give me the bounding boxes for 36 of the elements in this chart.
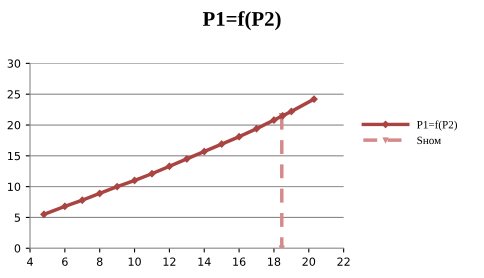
- y-tick-label: 0: [14, 244, 20, 253]
- x-tick-label: 6: [62, 257, 68, 266]
- y-tick-label: 10: [8, 182, 20, 192]
- point: [78, 196, 86, 204]
- x-tick-label: 10: [128, 257, 141, 266]
- x-tick-label: 20: [302, 257, 316, 266]
- point: [130, 176, 138, 184]
- y-tick-label: 5: [14, 214, 20, 222]
- point: [288, 108, 296, 116]
- point: [61, 202, 68, 210]
- point: [310, 95, 318, 103]
- point: [183, 155, 190, 163]
- y-tick-label: 30: [8, 59, 20, 68]
- point: [166, 162, 174, 170]
- y-tick-label: 20: [8, 120, 20, 130]
- point: [218, 140, 226, 148]
- chart-title: P1=f(P2): [202, 11, 281, 30]
- point: [270, 116, 278, 124]
- point: [96, 190, 104, 198]
- point: [148, 170, 156, 178]
- x-tick-label: 12: [164, 257, 176, 266]
- y-tick-label: 15: [8, 152, 20, 160]
- x-tick-label: 8: [96, 257, 102, 266]
- y-tick-label: 25: [8, 90, 20, 99]
- x-tick-label: 22: [337, 257, 350, 266]
- point: [252, 125, 260, 132]
- x-tick-label: 4: [27, 258, 33, 266]
- legend-label: Sном: [417, 136, 441, 144]
- x-tick-label: 18: [268, 257, 280, 266]
- point: [40, 210, 48, 218]
- legend-label: P1=f(P2): [416, 120, 457, 131]
- point: [200, 148, 208, 156]
- x-tick-label: 14: [198, 258, 211, 266]
- point: [235, 133, 243, 140]
- x-tick-label: 16: [233, 257, 246, 266]
- point: [113, 182, 121, 190]
